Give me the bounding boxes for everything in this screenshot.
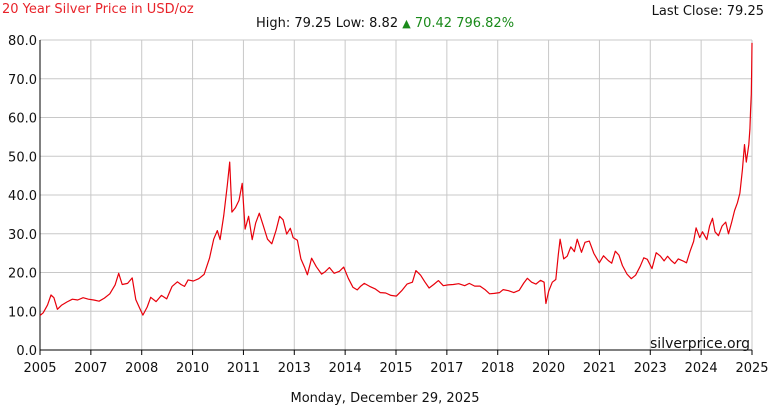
x-tick-label: 2018: [481, 361, 514, 376]
x-tick-label: 2017: [430, 361, 463, 376]
x-tick-label: 2024: [685, 361, 718, 376]
last-close-value: 79.25: [726, 4, 764, 19]
y-tick-label: 50.0: [8, 150, 37, 165]
x-tick-label: 2014: [329, 361, 362, 376]
high-value: 79.25: [294, 16, 332, 31]
x-tick-label: 2010: [176, 361, 209, 376]
chart-title: 20 Year Silver Price in USD/oz: [2, 2, 194, 17]
y-tick-label: 80.0: [8, 34, 37, 49]
series-line-0: [39, 42, 753, 316]
x-tick-label: 2025: [735, 361, 768, 376]
high-label: High:: [255, 16, 291, 31]
last-close: Last Close: 79.25: [652, 4, 764, 19]
y-tick-label: 10.0: [8, 305, 37, 320]
change-percent: 796.82%: [456, 16, 515, 31]
x-tick-label: 2015: [379, 361, 412, 376]
y-tick-label: 40.0: [8, 189, 37, 204]
change-value: 70.42: [414, 16, 453, 31]
x-tick-label: 2023: [634, 361, 667, 376]
x-tick-label: 2007: [74, 361, 107, 376]
y-tick-label: 30.0: [8, 228, 37, 243]
grid: [39, 39, 753, 351]
watermark: silverprice.org: [650, 336, 750, 352]
x-tick-label: 2021: [583, 361, 616, 376]
x-tick-label: 2005: [23, 361, 56, 376]
low-label: Low:: [335, 16, 365, 31]
price-stats: High: 79.25 Low: 8.82 ▲ 70.42 796.82%: [0, 16, 770, 31]
x-tick-label: 2020: [532, 361, 565, 376]
x-tick-label: 2013: [278, 361, 311, 376]
x-tick-label: 2011: [227, 361, 260, 376]
axes: 0.0 10.0 20.0 30.0 40.0 50.0 60.0 70.0 80.0 2005 2…: [8, 34, 769, 376]
x-tick-label: 2008: [125, 361, 158, 376]
y-tick-label: 70.0: [8, 73, 37, 88]
up-arrow-icon: ▲: [402, 17, 411, 30]
low-value: 8.82: [369, 16, 399, 31]
last-close-label: Last Close:: [651, 4, 723, 19]
y-tick-label: 20.0: [8, 267, 37, 282]
y-tick-label: 60.0: [8, 112, 37, 127]
y-tick-label: 0.0: [16, 344, 37, 359]
series: [39, 42, 753, 316]
date-footer: Monday, December 29, 2025: [290, 391, 480, 406]
